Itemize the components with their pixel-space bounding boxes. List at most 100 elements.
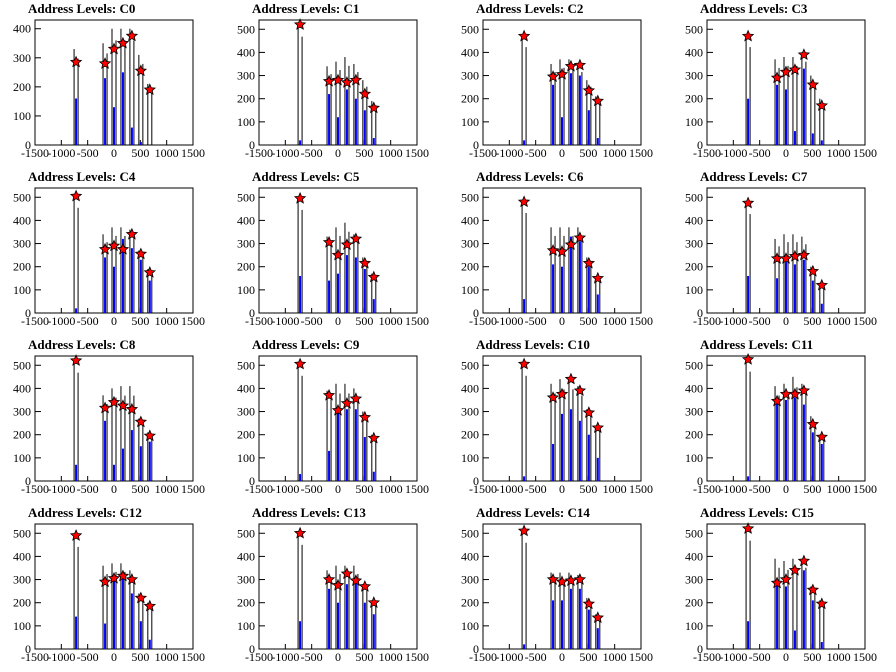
hist-bar [130, 127, 133, 145]
data-point-marker [367, 596, 381, 608]
y-tick-label: 200 [461, 92, 479, 106]
y-tick-label: 0 [25, 642, 31, 656]
y-tick-label: 500 [685, 358, 703, 372]
data-point-marker [143, 83, 157, 96]
chart-panel: Address Levels: C6 0 100 200 300 400 500 -1500-… [448, 168, 672, 336]
y-tick-label: 100 [13, 451, 31, 465]
data-point-marker [349, 392, 363, 405]
data-point-marker [582, 256, 596, 269]
x-tick-label: 500 [579, 482, 597, 496]
data-point-marker [322, 74, 336, 87]
hist-bar [578, 420, 581, 481]
x-tick-label: 1000 [603, 146, 627, 160]
data-point-marker [367, 101, 381, 114]
hist-bar [299, 621, 302, 649]
y-tick-label: 400 [461, 213, 479, 227]
x-tick-label: -1500 [693, 314, 721, 328]
x-tick-label: 1500 [629, 482, 653, 496]
hist-bar [569, 236, 572, 313]
data-point-marker [358, 256, 372, 269]
data-point-marker [591, 94, 605, 107]
x-tick-label: 500 [131, 146, 149, 160]
y-tick-label: 300 [685, 573, 703, 587]
chart-svg: Address Levels: C0 0 100 200 300 400 -1500-100… [13, 1, 205, 160]
data-point-marker [582, 597, 596, 610]
y-tick-label: 300 [461, 405, 479, 419]
y-tick-label: 400 [237, 45, 255, 59]
y-tick-label: 200 [237, 428, 255, 442]
data-point-marker [143, 429, 157, 442]
x-tick-label: -500 [77, 482, 99, 496]
data-point-marker [340, 567, 354, 580]
chart-svg: Address Levels: C10 0 100 200 300 400 500 -1500… [461, 337, 653, 496]
x-tick-label: 0 [335, 650, 341, 664]
x-tick-label: 500 [355, 314, 373, 328]
hist-bar [372, 138, 375, 145]
y-tick-label: 0 [25, 474, 31, 488]
y-tick-label: 500 [237, 22, 255, 36]
hist-bar [587, 434, 590, 481]
data-point-marker [322, 388, 336, 401]
y-tick-label: 400 [461, 549, 479, 563]
x-tick-label: -1000 [47, 650, 75, 664]
x-tick-label: -500 [525, 650, 547, 664]
x-tick-label: -500 [301, 650, 323, 664]
data-point-marker [340, 75, 354, 88]
y-tick-label: 100 [237, 283, 255, 297]
y-tick-label: 300 [461, 573, 479, 587]
chart-panel: Address Levels: C9 0 100 200 300 400 500 -1500-… [224, 336, 448, 504]
hist-bar [354, 409, 357, 481]
y-tick-label: 400 [685, 381, 703, 395]
hist-bar [802, 68, 805, 145]
hist-bar [113, 107, 115, 145]
data-point-marker [741, 196, 755, 209]
y-tick-label: 300 [13, 573, 31, 587]
hist-bar [596, 294, 599, 313]
data-point-marker [788, 63, 802, 76]
data-point-marker [98, 57, 112, 69]
hist-bar [363, 269, 366, 313]
x-tick-label: 0 [111, 482, 117, 496]
hist-bar [587, 609, 590, 649]
data-point-marker [358, 87, 372, 100]
plot-frame [34, 355, 194, 482]
x-tick-label: 1000 [827, 482, 851, 496]
x-tick-label: 1000 [827, 314, 851, 328]
x-tick-label: 0 [335, 146, 341, 160]
data-point-marker [815, 99, 829, 111]
chart-svg: Address Levels: C13 0 100 200 300 400 500 -1500… [237, 505, 429, 664]
x-tick-label: -500 [749, 482, 771, 496]
hist-bar [130, 593, 133, 649]
y-tick-label: 200 [685, 428, 703, 442]
y-tick-label: 200 [237, 596, 255, 610]
hist-bar [139, 142, 142, 145]
x-tick-label: 500 [803, 650, 821, 664]
x-tick-label: -1500 [469, 650, 497, 664]
y-tick-label: 300 [685, 237, 703, 251]
hist-bar [811, 280, 814, 313]
x-tick-label: -500 [749, 314, 771, 328]
chart-title: Address Levels: C14 [476, 505, 590, 520]
chart-title: Address Levels: C12 [28, 505, 142, 520]
y-tick-label: 500 [461, 22, 479, 36]
hist-bar [569, 588, 572, 649]
chart-title: Address Levels: C8 [28, 337, 136, 352]
hist-bar [811, 133, 814, 145]
x-tick-label: -1000 [47, 146, 75, 160]
y-tick-label: 300 [461, 69, 479, 83]
x-tick-label: 1000 [379, 314, 403, 328]
data-point-marker [741, 522, 755, 534]
hist-bar [523, 140, 526, 145]
x-tick-label: -1000 [495, 146, 523, 160]
hist-bar [793, 264, 796, 313]
chart-panel: Address Levels: C1 0 100 200 300 400 500 -1500-… [224, 0, 448, 168]
y-tick-label: 0 [697, 306, 703, 320]
data-point-marker [98, 401, 112, 414]
x-tick-label: 1000 [827, 650, 851, 664]
data-point-marker [517, 357, 531, 370]
hist-bar [785, 262, 787, 313]
x-tick-label: 0 [111, 146, 117, 160]
data-point-marker [779, 252, 793, 264]
y-tick-label: 0 [249, 306, 255, 320]
hist-bar [802, 259, 805, 313]
